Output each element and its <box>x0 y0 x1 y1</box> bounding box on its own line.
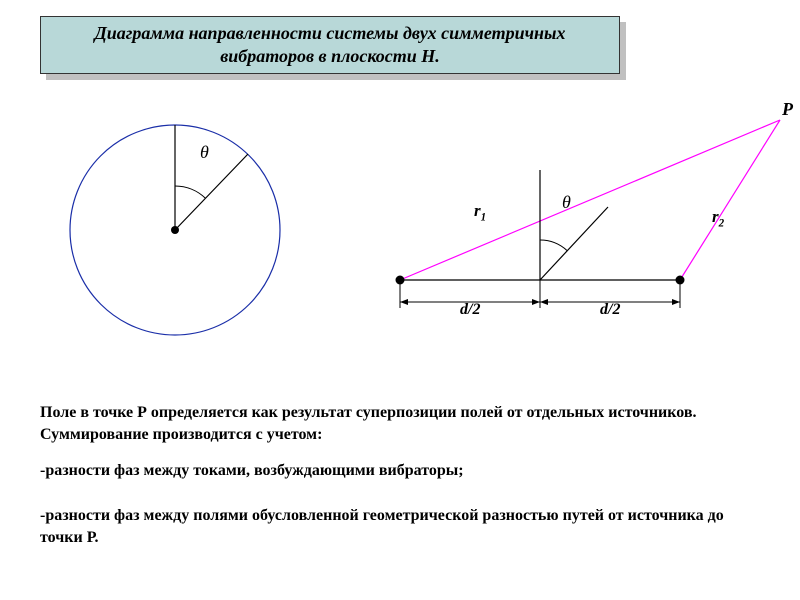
diagram: θ θ Pr1 r2 d/2 d/2 <box>0 0 800 370</box>
body-paragraph: Поле в точке Р определяется как результа… <box>40 402 760 445</box>
svg-text:r1: r1 <box>474 201 486 223</box>
svg-text:P: P <box>781 99 794 119</box>
svg-text:d/2: d/2 <box>460 301 480 318</box>
svg-text:d/2: d/2 <box>600 301 620 318</box>
svg-text:θ: θ <box>200 142 209 162</box>
svg-text:r2: r2 <box>712 207 725 229</box>
body-paragraph: -разности фаз между токами, возбуждающим… <box>40 460 760 482</box>
svg-text:θ: θ <box>562 192 571 212</box>
body-paragraph: -разности фаз между полями обусловленной… <box>40 505 760 548</box>
